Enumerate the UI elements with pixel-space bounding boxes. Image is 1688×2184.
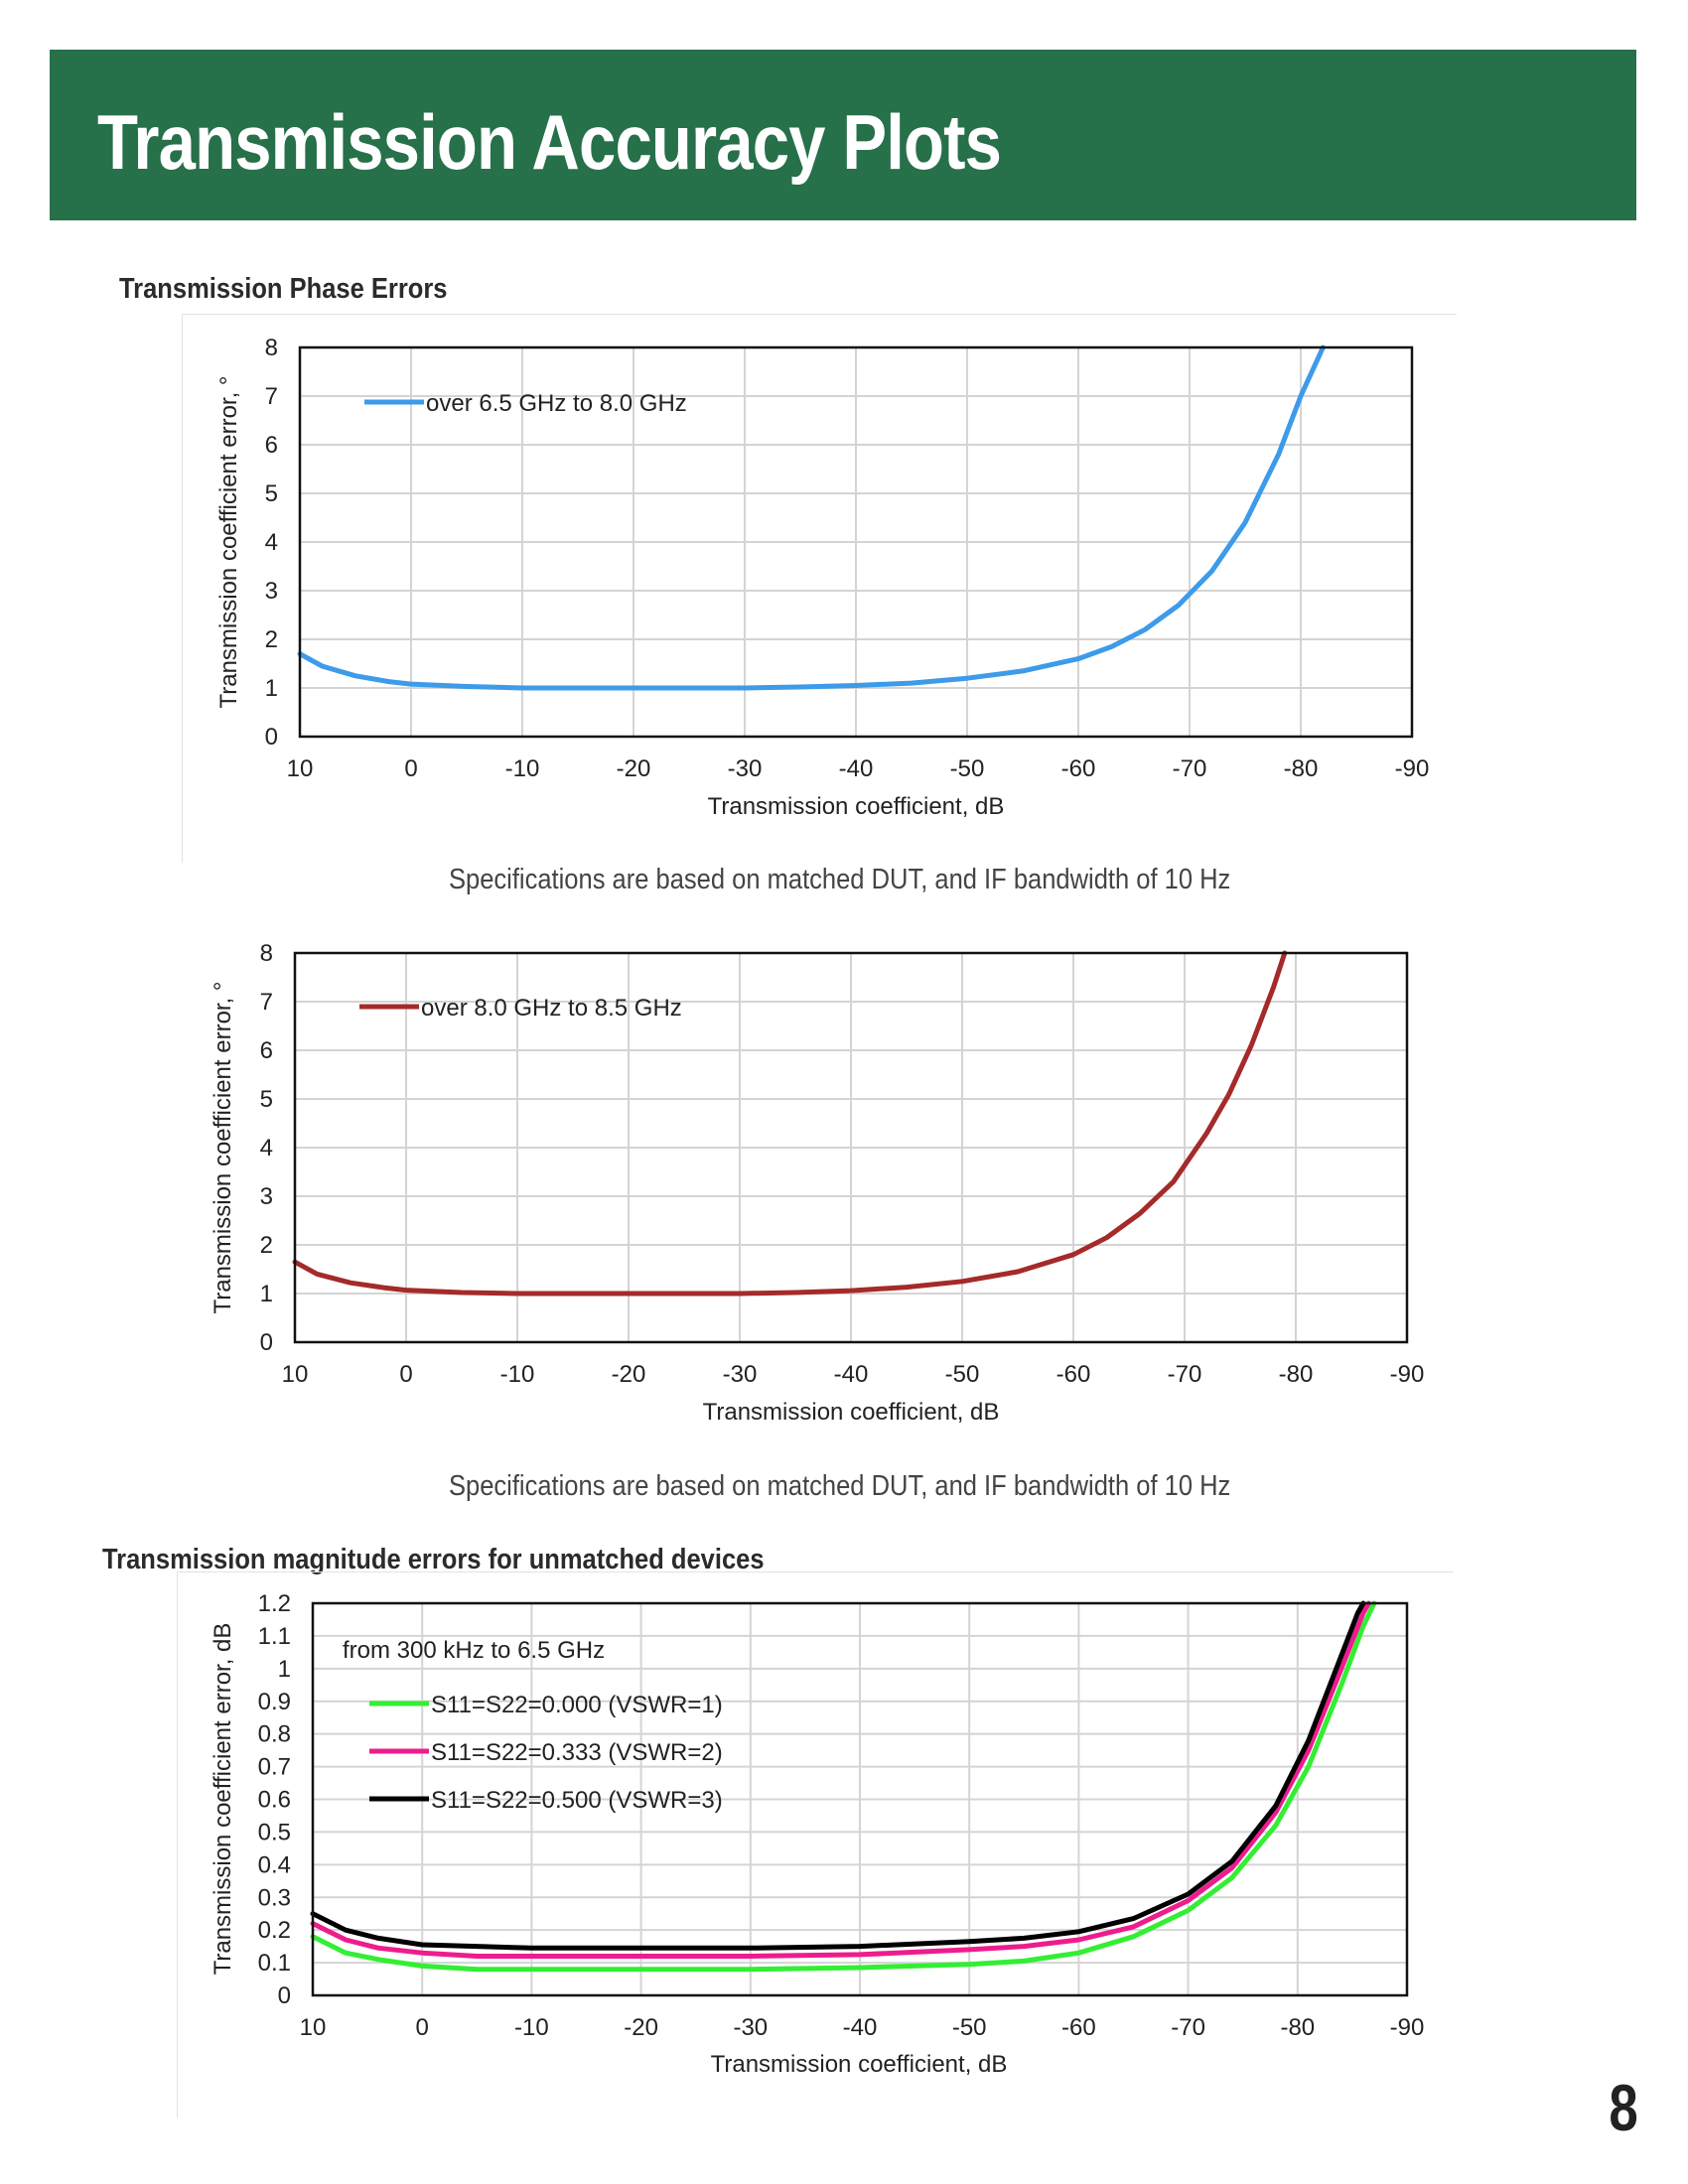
y-tick-label: 0.7 bbox=[258, 1754, 291, 1781]
y-tick-label: 0.8 bbox=[258, 1721, 291, 1748]
legend-entry: S11=S22=0.500 (VSWR=3) bbox=[431, 1787, 723, 1814]
legend-entry: over 6.5 GHz to 8.0 GHz bbox=[426, 390, 687, 417]
y-tick-label: 3 bbox=[260, 1183, 273, 1210]
y-tick-label: 6 bbox=[260, 1037, 273, 1064]
plot-frame bbox=[293, 951, 1409, 1344]
y-tick-label: 0.4 bbox=[258, 1851, 291, 1878]
legend-entry: S11=S22=0.000 (VSWR=1) bbox=[431, 1692, 723, 1718]
y-tick-label: 2 bbox=[260, 1232, 273, 1259]
x-tick-label: -20 bbox=[624, 2014, 658, 2041]
x-tick-label: -20 bbox=[617, 755, 651, 782]
x-tick-label: 10 bbox=[282, 1361, 309, 1388]
y-tick-label: 0.5 bbox=[258, 1819, 291, 1845]
x-tick-label: -60 bbox=[1061, 2014, 1096, 2041]
y-tick-label: 8 bbox=[265, 335, 278, 361]
x-tick-label: -50 bbox=[945, 1361, 980, 1388]
y-tick-label: 4 bbox=[265, 529, 278, 556]
x-axis-label: Transmission coefficient, dB bbox=[703, 1399, 1000, 1426]
phase-errors-title: Transmission Phase Errors bbox=[119, 273, 448, 305]
x-tick-label: -20 bbox=[612, 1361, 646, 1388]
x-tick-label: -10 bbox=[500, 1361, 535, 1388]
y-tick-label: 7 bbox=[260, 989, 273, 1016]
y-axis-label: Transmission coefficient error, ° bbox=[210, 981, 236, 1313]
y-tick-label: 1 bbox=[260, 1281, 273, 1307]
x-tick-label: -60 bbox=[1056, 1361, 1091, 1388]
x-tick-label: 0 bbox=[416, 2014, 429, 2041]
x-tick-label: -30 bbox=[723, 1361, 758, 1388]
x-tick-label: -10 bbox=[514, 2014, 549, 2041]
x-tick-label: 10 bbox=[300, 2014, 327, 2041]
x-tick-label: -90 bbox=[1390, 2014, 1425, 2041]
series-line bbox=[292, 950, 1288, 1297]
series-line bbox=[310, 1600, 1371, 1959]
spec-note-1: Specifications are based on matched DUT,… bbox=[449, 864, 1231, 895]
x-tick-label: -40 bbox=[839, 755, 874, 782]
y-tick-label: 0 bbox=[265, 724, 278, 751]
legend-entry: S11=S22=0.333 (VSWR=2) bbox=[431, 1739, 723, 1766]
x-tick-label: -50 bbox=[952, 2014, 987, 2041]
y-tick-label: 4 bbox=[260, 1135, 273, 1161]
x-axis-label: Transmission coefficient, dB bbox=[708, 793, 1005, 820]
x-tick-label: -10 bbox=[505, 755, 540, 782]
x-tick-label: -40 bbox=[843, 2014, 878, 2041]
y-tick-label: 3 bbox=[265, 578, 278, 605]
plot-frame bbox=[311, 1601, 1409, 1997]
y-tick-label: 0 bbox=[278, 1982, 291, 2009]
plot-frame bbox=[298, 345, 1414, 739]
y-tick-label: 1 bbox=[278, 1656, 291, 1683]
page-number: 8 bbox=[1609, 2071, 1638, 2144]
y-tick-label: 0.2 bbox=[258, 1917, 291, 1944]
x-tick-label: -30 bbox=[733, 2014, 768, 2041]
chart-annotation: from 300 kHz to 6.5 GHz bbox=[343, 1637, 605, 1664]
divider bbox=[177, 1571, 178, 2117]
x-tick-label: -50 bbox=[950, 755, 985, 782]
x-tick-label: -70 bbox=[1173, 755, 1207, 782]
x-tick-label: 0 bbox=[399, 1361, 412, 1388]
y-tick-label: 1.2 bbox=[258, 1590, 291, 1617]
y-tick-label: 0.1 bbox=[258, 1950, 291, 1977]
x-tick-label: -40 bbox=[834, 1361, 869, 1388]
y-axis-label: Transmission coefficient error, dB bbox=[210, 1623, 236, 1976]
x-tick-label: -70 bbox=[1168, 1361, 1202, 1388]
x-tick-label: -30 bbox=[728, 755, 763, 782]
y-tick-label: 5 bbox=[260, 1086, 273, 1113]
x-tick-label: -90 bbox=[1390, 1361, 1425, 1388]
y-tick-label: 2 bbox=[265, 626, 278, 653]
y-tick-label: 6 bbox=[265, 432, 278, 459]
y-tick-label: 0.6 bbox=[258, 1787, 291, 1814]
divider bbox=[177, 1571, 1454, 1572]
x-tick-label: -90 bbox=[1395, 755, 1430, 782]
x-axis-label: Transmission coefficient, dB bbox=[711, 2051, 1008, 2078]
divider bbox=[182, 314, 183, 863]
x-tick-label: -60 bbox=[1061, 755, 1096, 782]
x-tick-label: 10 bbox=[287, 755, 314, 782]
x-tick-label: -80 bbox=[1280, 2014, 1315, 2041]
x-tick-label: -80 bbox=[1284, 755, 1319, 782]
x-tick-label: -80 bbox=[1279, 1361, 1314, 1388]
x-tick-label: -70 bbox=[1171, 2014, 1205, 2041]
y-axis-label: Transmission coefficient error, ° bbox=[215, 375, 242, 708]
y-tick-label: 1 bbox=[265, 675, 278, 702]
y-tick-label: 1.1 bbox=[258, 1623, 291, 1650]
y-tick-label: 5 bbox=[265, 480, 278, 507]
x-tick-label: 0 bbox=[404, 755, 417, 782]
spec-note-2: Specifications are based on matched DUT,… bbox=[449, 1470, 1231, 1502]
series-line bbox=[310, 1600, 1366, 1951]
page-title: Transmission Accuracy Plots bbox=[97, 98, 1002, 186]
header-banner: Transmission Accuracy Plots bbox=[50, 50, 1636, 220]
legend-entry: over 8.0 GHz to 8.5 GHz bbox=[421, 995, 682, 1022]
y-tick-label: 7 bbox=[265, 383, 278, 410]
y-tick-label: 0.3 bbox=[258, 1884, 291, 1911]
magnitude-errors-title: Transmission magnitude errors for unmatc… bbox=[102, 1544, 765, 1575]
y-tick-label: 0.9 bbox=[258, 1689, 291, 1715]
y-tick-label: 8 bbox=[260, 940, 273, 967]
series-line bbox=[310, 1600, 1377, 1973]
y-tick-label: 0 bbox=[260, 1329, 273, 1356]
series-line bbox=[297, 344, 1326, 691]
divider bbox=[182, 314, 1457, 315]
